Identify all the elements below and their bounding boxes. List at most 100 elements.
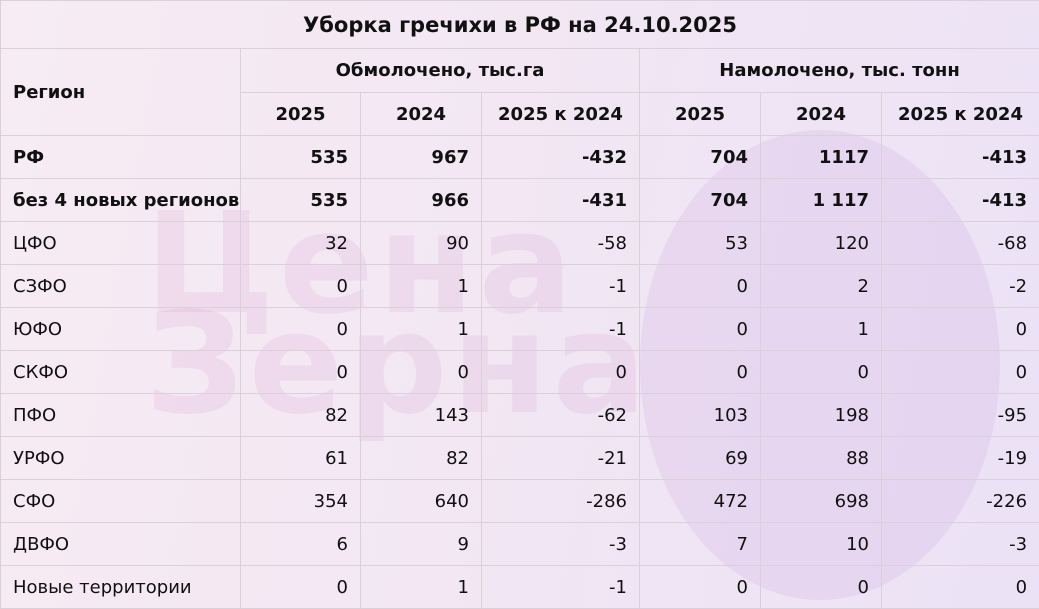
column-header: 2024: [361, 93, 482, 136]
column-header: 2025 к 2024: [882, 93, 1039, 136]
column-header: 2025 к 2024: [482, 93, 640, 136]
value-cell: 0: [640, 566, 761, 609]
value-cell: 0: [361, 351, 482, 394]
region-cell: СЗФО: [1, 265, 241, 308]
value-cell: 120: [761, 222, 882, 265]
value-cell: -432: [482, 136, 640, 179]
value-cell: -286: [482, 480, 640, 523]
value-cell: -58: [482, 222, 640, 265]
value-cell: -68: [882, 222, 1039, 265]
value-cell: 1: [361, 308, 482, 351]
region-cell: СКФО: [1, 351, 241, 394]
value-cell: 1117: [761, 136, 882, 179]
column-header: 2025: [640, 93, 761, 136]
value-cell: 6: [241, 523, 361, 566]
value-cell: 1: [761, 308, 882, 351]
value-cell: -95: [882, 394, 1039, 437]
value-cell: 61: [241, 437, 361, 480]
column-header: Регион: [1, 49, 241, 136]
value-cell: 472: [640, 480, 761, 523]
value-cell: 1: [361, 566, 482, 609]
region-cell: без 4 новых регионов: [1, 179, 241, 222]
value-cell: 0: [640, 308, 761, 351]
value-cell: -431: [482, 179, 640, 222]
table-header: Уборка гречихи в РФ на 24.10.2025 Регион…: [1, 1, 1039, 136]
value-cell: 82: [361, 437, 482, 480]
group-header: Намолочено, тыс. тонн: [640, 49, 1039, 93]
value-cell: 535: [241, 136, 361, 179]
value-cell: 0: [241, 566, 361, 609]
value-cell: 0: [640, 265, 761, 308]
column-header: 2024: [761, 93, 882, 136]
value-cell: -62: [482, 394, 640, 437]
value-cell: 2: [761, 265, 882, 308]
value-cell: -1: [482, 566, 640, 609]
value-cell: 0: [241, 308, 361, 351]
value-cell: 704: [640, 136, 761, 179]
value-cell: 198: [761, 394, 882, 437]
value-cell: 0: [241, 351, 361, 394]
value-cell: 0: [482, 351, 640, 394]
value-cell: 535: [241, 179, 361, 222]
value-cell: 103: [640, 394, 761, 437]
value-cell: 32: [241, 222, 361, 265]
region-cell: ЮФО: [1, 308, 241, 351]
value-cell: 7: [640, 523, 761, 566]
value-cell: -3: [482, 523, 640, 566]
value-cell: 966: [361, 179, 482, 222]
value-cell: 82: [241, 394, 361, 437]
value-cell: 88: [761, 437, 882, 480]
region-cell: ЦФО: [1, 222, 241, 265]
region-cell: ДВФО: [1, 523, 241, 566]
value-cell: 9: [361, 523, 482, 566]
value-cell: 1 117: [761, 179, 882, 222]
value-cell: 10: [761, 523, 882, 566]
region-cell: СФО: [1, 480, 241, 523]
group-header: Обмолочено, тыс.га: [241, 49, 640, 93]
value-cell: 698: [761, 480, 882, 523]
value-cell: 1: [361, 265, 482, 308]
value-cell: 53: [640, 222, 761, 265]
value-cell: -1: [482, 308, 640, 351]
value-cell: 0: [761, 351, 882, 394]
value-cell: -226: [882, 480, 1039, 523]
value-cell: 640: [361, 480, 482, 523]
value-cell: -21: [482, 437, 640, 480]
value-cell: -413: [882, 136, 1039, 179]
value-cell: 967: [361, 136, 482, 179]
value-cell: 69: [640, 437, 761, 480]
value-cell: -3: [882, 523, 1039, 566]
value-cell: 0: [241, 265, 361, 308]
value-cell: 0: [640, 351, 761, 394]
value-cell: -1: [482, 265, 640, 308]
region-cell: УРФО: [1, 437, 241, 480]
title: Уборка гречихи в РФ на 24.10.2025: [1, 1, 1039, 49]
value-cell: -413: [882, 179, 1039, 222]
value-cell: 0: [882, 566, 1039, 609]
region-cell: Новые территории: [1, 566, 241, 609]
value-cell: 354: [241, 480, 361, 523]
value-cell: 0: [882, 351, 1039, 394]
value-cell: -19: [882, 437, 1039, 480]
region-cell: ПФО: [1, 394, 241, 437]
value-cell: -2: [882, 265, 1039, 308]
value-cell: 90: [361, 222, 482, 265]
value-cell: 143: [361, 394, 482, 437]
column-header: 2025: [241, 93, 361, 136]
value-cell: 0: [882, 308, 1039, 351]
value-cell: 704: [640, 179, 761, 222]
